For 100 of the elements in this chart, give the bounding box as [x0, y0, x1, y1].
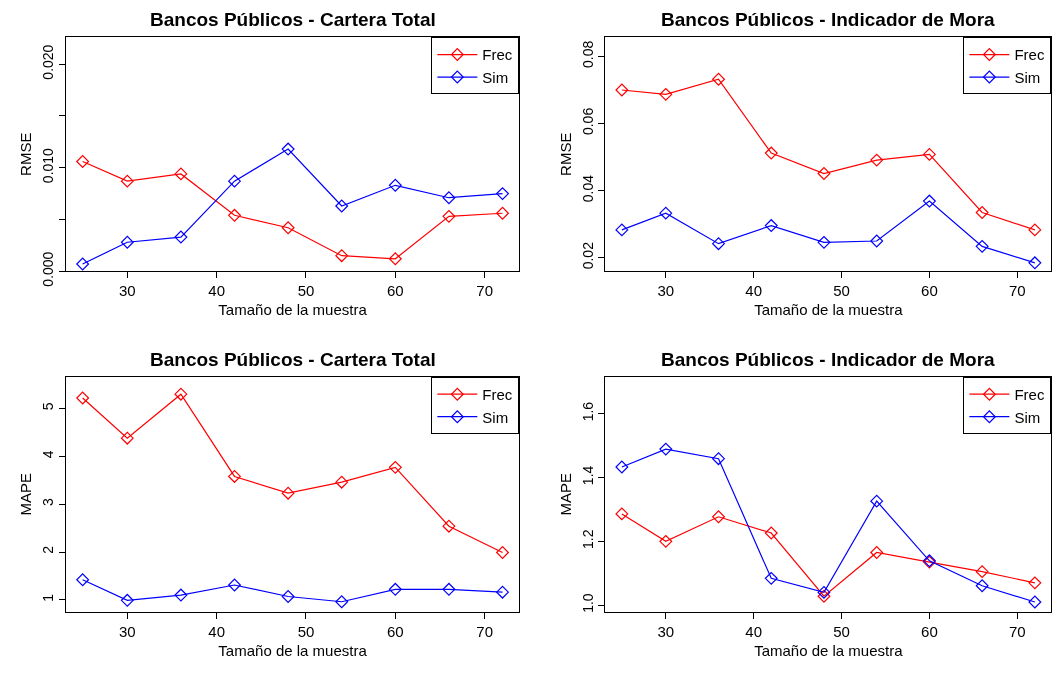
y-tick-label: 1.6	[579, 401, 596, 422]
point	[442, 209, 456, 223]
y-axis-title: RMSE	[17, 132, 35, 176]
point	[659, 534, 673, 548]
point	[174, 230, 188, 244]
point	[120, 431, 134, 445]
y-tick-label: 3	[40, 497, 57, 506]
point	[870, 494, 884, 508]
legend-label: Frec	[1014, 46, 1045, 64]
point	[615, 507, 629, 521]
legend-label: Frec	[482, 386, 513, 404]
y-tick-label: 1.2	[579, 529, 596, 549]
point	[442, 582, 456, 596]
x-tick-label: 40	[745, 282, 763, 300]
chart-title: Bancos Públicos - Indicador de Mora	[661, 9, 996, 30]
point	[1028, 576, 1042, 590]
point	[975, 206, 989, 219]
point	[281, 221, 295, 235]
point	[615, 223, 629, 237]
point	[281, 590, 295, 603]
point	[496, 546, 509, 559]
y-tick-label: 1.4	[579, 465, 596, 486]
legend-label: Frec	[482, 46, 513, 64]
point	[764, 219, 778, 233]
point	[228, 174, 241, 188]
legend-label: Sim	[1014, 408, 1041, 426]
point	[228, 208, 241, 222]
x-tick-label: 70	[476, 622, 493, 640]
y-tick-label: 0.08	[579, 40, 596, 68]
point	[335, 475, 349, 489]
x-tick-label: 50	[833, 622, 850, 640]
point	[1028, 223, 1042, 237]
point	[76, 257, 90, 271]
y-tick-label: 4	[40, 450, 57, 459]
x-tick-label: 40	[745, 622, 763, 640]
point	[388, 178, 402, 192]
y-axis-title: MAPE	[17, 473, 35, 516]
point	[817, 167, 831, 180]
y-tick-label: 0.02	[579, 241, 596, 270]
point	[388, 582, 402, 596]
point	[659, 87, 673, 101]
point	[335, 199, 349, 213]
point	[228, 470, 241, 483]
y-tick-label: 1	[40, 593, 57, 602]
point	[496, 187, 509, 201]
point	[442, 519, 456, 533]
y-tick-label: 5	[40, 402, 57, 411]
x-tick-label: 40	[208, 282, 225, 300]
point	[712, 72, 725, 86]
y-tick-label: 0.000	[40, 251, 57, 287]
point	[817, 589, 831, 603]
y-axis-title: RMSE	[556, 132, 574, 176]
point	[120, 235, 134, 249]
x-tick-label: 40	[208, 622, 225, 640]
point	[975, 565, 989, 579]
point	[496, 206, 509, 220]
point	[659, 206, 673, 220]
legend-label: Sim	[482, 408, 509, 426]
x-tick-label: 50	[833, 282, 850, 300]
point	[922, 147, 936, 161]
y-tick-label: 0.06	[579, 107, 596, 136]
y-tick-label: 0.04	[579, 174, 596, 203]
point	[712, 237, 725, 251]
point	[120, 174, 134, 188]
point	[335, 249, 349, 263]
point	[817, 585, 831, 599]
x-tick-label: 50	[297, 622, 315, 640]
chart-title: Bancos Públicos - Indicador de Mora	[661, 349, 996, 370]
y-tick-label: 2	[40, 545, 57, 554]
x-axis-title: Tamaño de la muestra	[754, 641, 904, 659]
point	[76, 155, 90, 168]
point	[174, 387, 188, 401]
point	[817, 235, 831, 249]
point	[388, 252, 402, 266]
x-axis-title: Tamaño de la muestra	[754, 301, 904, 319]
point	[712, 452, 725, 466]
point	[712, 510, 725, 524]
point	[388, 460, 402, 474]
point	[335, 595, 349, 609]
point	[496, 585, 509, 599]
y-tick-label: 0.020	[40, 44, 57, 80]
point	[228, 578, 241, 592]
x-tick-label: 30	[118, 282, 136, 300]
chart-title: Bancos Públicos - Cartera Total	[150, 349, 436, 370]
point	[1028, 595, 1042, 609]
legend-label: Sim	[1014, 68, 1041, 86]
point	[174, 588, 188, 602]
point	[764, 146, 778, 160]
point	[174, 167, 188, 181]
x-tick-label: 30	[118, 622, 136, 640]
point	[615, 460, 629, 474]
x-tick-label: 60	[386, 622, 404, 640]
point	[120, 593, 134, 607]
point	[281, 486, 295, 500]
x-tick-label: 70	[1008, 622, 1026, 640]
point	[870, 153, 884, 167]
x-tick-label: 60	[386, 282, 404, 300]
point	[922, 194, 936, 208]
point	[76, 391, 90, 405]
legend-label: Frec	[1014, 386, 1045, 404]
